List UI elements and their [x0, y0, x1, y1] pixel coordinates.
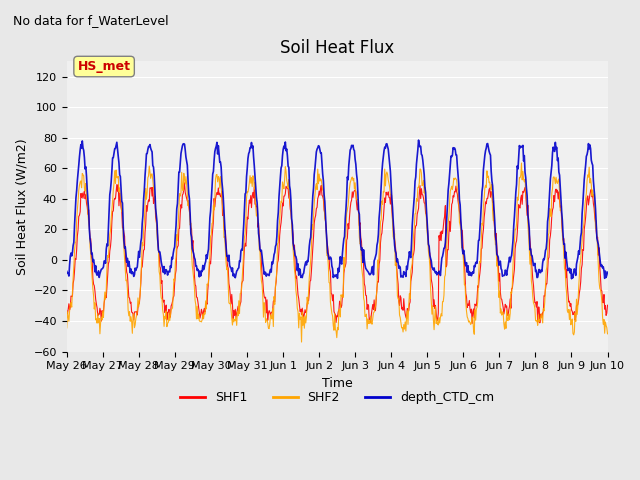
Y-axis label: Soil Heat Flux (W/m2): Soil Heat Flux (W/m2) — [15, 138, 28, 275]
Text: HS_met: HS_met — [77, 60, 131, 73]
X-axis label: Time: Time — [322, 377, 353, 390]
Title: Soil Heat Flux: Soil Heat Flux — [280, 39, 394, 57]
Text: No data for f_WaterLevel: No data for f_WaterLevel — [13, 14, 168, 27]
Legend: SHF1, SHF2, depth_CTD_cm: SHF1, SHF2, depth_CTD_cm — [175, 386, 499, 409]
